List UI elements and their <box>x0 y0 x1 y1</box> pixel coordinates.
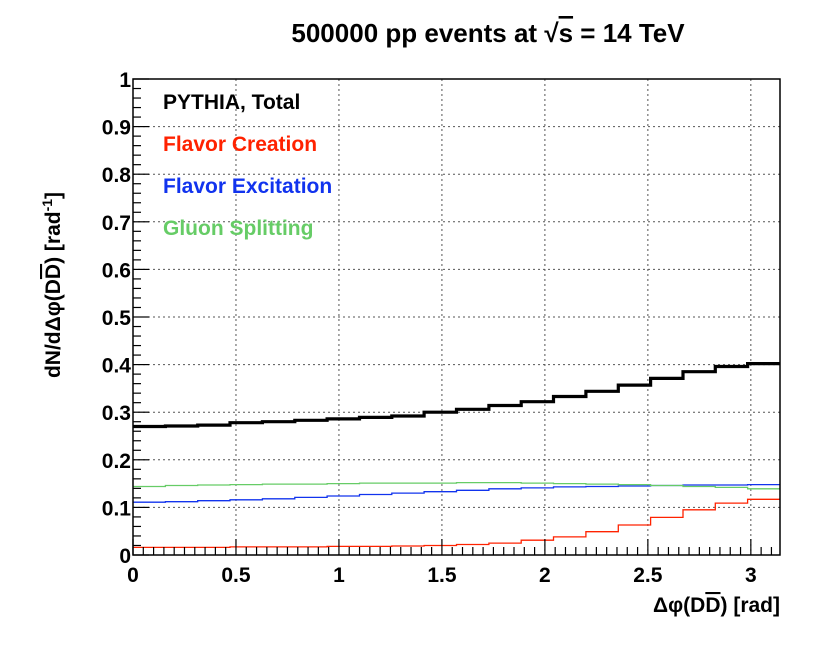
y-tick-label-5: 0.5 <box>102 307 132 330</box>
x-tick-label-0: 0 <box>127 564 139 587</box>
x-tick-labels: 0 0.5 1 1.5 2 2.5 3 <box>127 564 757 587</box>
y-tick-labels: 0 0.1 0.2 0.3 0.4 0.5 0.6 0.7 0.8 0.9 1 <box>102 69 132 568</box>
x-tick-label-3: 1.5 <box>427 564 457 587</box>
x-tick-label-5: 2.5 <box>633 564 663 587</box>
y-tick-label-0: 0 <box>119 545 131 568</box>
grid <box>133 79 780 555</box>
legend-entry-flavor-excitation: Flavor Excitation <box>163 175 332 198</box>
series-gluon-splitting <box>133 481 780 490</box>
legend-entry-gluon-splitting: Gluon Splitting <box>163 217 313 240</box>
series-layer <box>133 362 780 549</box>
series-flavor-creation <box>133 498 780 549</box>
y-tick-label-1: 0.1 <box>102 497 132 520</box>
y-tick-label-8: 0.8 <box>102 164 132 187</box>
legend-entry-total: PYTHIA, Total <box>163 91 300 114</box>
y-tick-label-9: 0.9 <box>102 117 131 140</box>
legend: PYTHIA, Total Flavor Creation Flavor Exc… <box>163 91 332 240</box>
y-tick-label-3: 0.3 <box>102 402 131 425</box>
x-tick-label-2: 1 <box>333 564 345 587</box>
y-tick-label-6: 0.6 <box>102 259 131 282</box>
y-tick-label-7: 0.7 <box>102 212 131 235</box>
y-tick-label-2: 0.2 <box>102 450 131 473</box>
series-pythia-total <box>133 362 780 429</box>
legend-entry-flavor-creation: Flavor Creation <box>163 133 317 156</box>
x-tick-label-1: 0.5 <box>221 564 251 587</box>
ticks <box>132 78 773 556</box>
series-flavor-excitation <box>133 483 780 503</box>
x-tick-label-4: 2 <box>539 564 551 587</box>
x-axis-label: Δφ(DD) [rad] <box>653 594 780 617</box>
x-tick-label-6: 3 <box>745 564 757 587</box>
y-tick-label-10: 1 <box>119 69 131 92</box>
y-axis-label: dN/dΔφ(DD) [rad-1] <box>39 192 65 378</box>
y-tick-label-4: 0.4 <box>102 355 132 378</box>
chart-title: 500000 pp events at √s = 14 TeV <box>291 18 685 48</box>
